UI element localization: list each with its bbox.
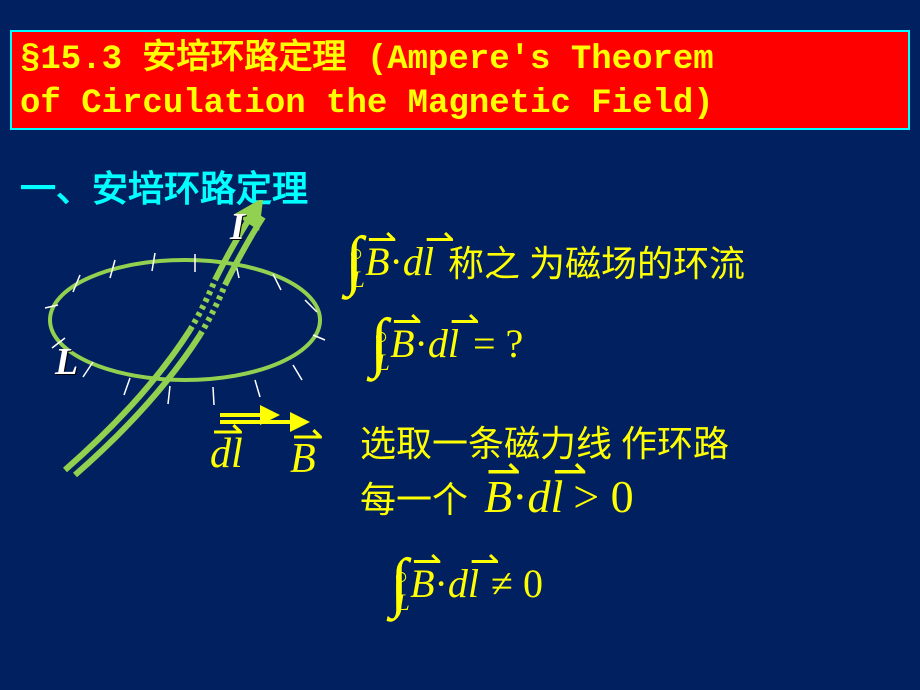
eq-circulation-def: ∫○L B · dl 称之 为磁场的环流 — [345, 235, 745, 287]
vec-B: B — [290, 435, 316, 483]
eq-each: 每一个 B · dl > 0 — [360, 470, 634, 523]
label-dl: dl — [210, 430, 243, 478]
integral-icon: ∫○L — [345, 238, 363, 284]
title-box: §15.3 安培环路定理 (Ampere's Theorem of Circul… — [10, 30, 910, 130]
eq-question: ∫○L B · dl = ? — [370, 320, 523, 367]
vec-dl: dl — [210, 430, 243, 478]
title-line2: of Circulation the Magnetic Field) — [20, 82, 900, 126]
label-L: L — [55, 340, 78, 384]
integral-icon: ∫○L — [390, 560, 408, 606]
title-line1: §15.3 安培环路定理 (Ampere's Theorem — [20, 38, 900, 82]
label-I: I — [230, 205, 245, 249]
label-B: B — [290, 435, 316, 483]
eq-select-line: 选取一条磁力线 作环路 — [360, 415, 729, 467]
eq-nonzero: ∫○L B · dl ≠ 0 — [390, 560, 543, 607]
integral-icon: ∫○L — [370, 320, 388, 366]
